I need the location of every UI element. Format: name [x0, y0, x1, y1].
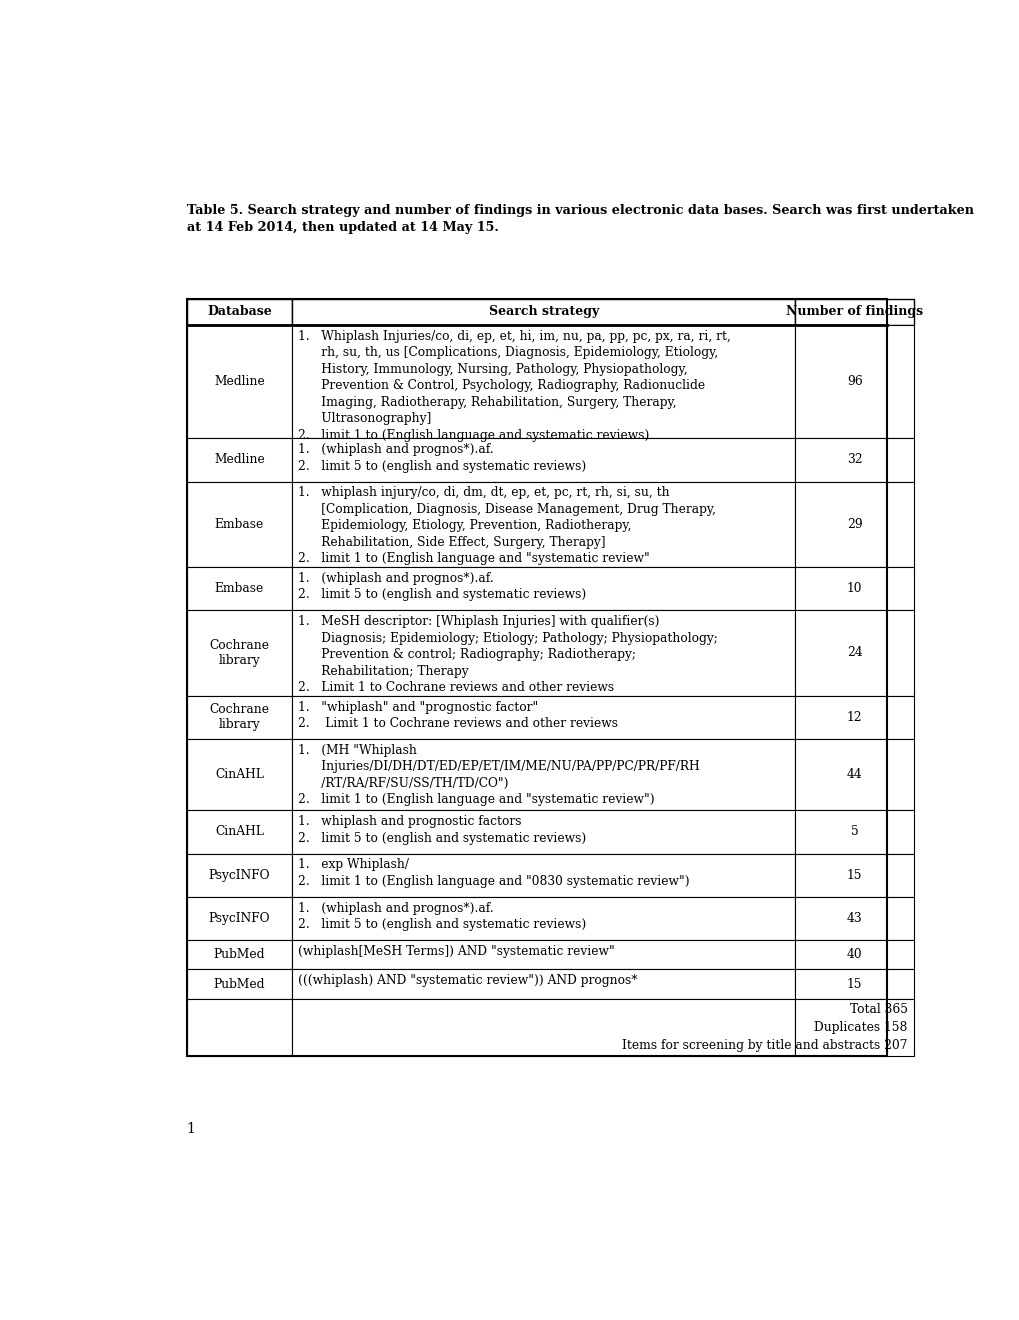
Text: 1.   MeSH descriptor: [Whiplash Injuries] with qualifier(s)
      Diagnosis; Epi: 1. MeSH descriptor: [Whiplash Injuries] …	[298, 615, 717, 694]
Bar	[186, 940, 291, 969]
Bar	[795, 999, 913, 1056]
Text: Table 5. Search strategy and number of findings in various electronic data bases: Table 5. Search strategy and number of f…	[186, 205, 973, 216]
Bar	[186, 298, 291, 325]
Bar	[795, 969, 913, 999]
Bar	[795, 568, 913, 610]
Bar	[186, 810, 291, 854]
Bar	[186, 739, 291, 810]
Bar	[795, 696, 913, 739]
Bar	[795, 854, 913, 896]
Bar	[186, 482, 291, 568]
Bar	[186, 568, 291, 610]
Text: 10: 10	[846, 582, 862, 595]
Bar	[291, 739, 795, 810]
Text: 40: 40	[846, 948, 862, 961]
Text: CinAHL: CinAHL	[215, 825, 264, 838]
Bar	[795, 325, 913, 438]
Bar	[186, 298, 887, 1056]
Text: (((whiplash) AND "systematic review")) AND prognos*: (((whiplash) AND "systematic review")) A…	[298, 974, 637, 987]
Text: 96: 96	[846, 375, 862, 388]
Text: 1: 1	[186, 1122, 196, 1137]
Text: 29: 29	[846, 517, 862, 531]
Text: Medline: Medline	[214, 375, 265, 388]
Bar	[291, 810, 795, 854]
Text: 15: 15	[846, 869, 862, 882]
Bar	[291, 696, 795, 739]
Text: 24: 24	[846, 647, 862, 660]
Text: Cochrane
library: Cochrane library	[209, 639, 269, 667]
Text: 1.   (whiplash and prognos*).af.
2.   limit 5 to (english and systematic reviews: 1. (whiplash and prognos*).af. 2. limit …	[298, 572, 586, 602]
Text: Embase: Embase	[215, 582, 264, 595]
Bar	[186, 999, 291, 1056]
Text: PsycINFO: PsycINFO	[209, 869, 270, 882]
Text: Number of findings: Number of findings	[786, 305, 922, 318]
Bar	[186, 325, 291, 438]
Bar	[291, 896, 795, 940]
Text: Cochrane
library: Cochrane library	[209, 704, 269, 731]
Bar	[291, 568, 795, 610]
Text: (whiplash[MeSH Terms]) AND "systematic review": (whiplash[MeSH Terms]) AND "systematic r…	[298, 945, 614, 958]
Text: 12: 12	[846, 710, 862, 723]
Bar	[795, 298, 913, 325]
Bar	[291, 969, 795, 999]
Text: 5: 5	[850, 825, 858, 838]
Bar	[795, 438, 913, 482]
Bar	[291, 854, 795, 896]
Text: Search strategy: Search strategy	[488, 305, 598, 318]
Bar	[291, 325, 795, 438]
Bar	[186, 610, 291, 696]
Text: at 14 Feb 2014, then updated at 14 May 15.: at 14 Feb 2014, then updated at 14 May 1…	[186, 222, 498, 235]
Bar	[291, 438, 795, 482]
Text: Total 365
Duplicates 158
Items for screening by title and abstracts 207: Total 365 Duplicates 158 Items for scree…	[622, 1003, 907, 1052]
Text: 1.   Whiplash Injuries/co, di, ep, et, hi, im, nu, pa, pp, pc, px, ra, ri, rt,
 : 1. Whiplash Injuries/co, di, ep, et, hi,…	[298, 330, 731, 442]
Text: 1.   "whiplash" and "prognostic factor"
2.    Limit 1 to Cochrane reviews and ot: 1. "whiplash" and "prognostic factor" 2.…	[298, 701, 618, 730]
Text: PubMed: PubMed	[213, 948, 265, 961]
Text: 1.   (MH "Whiplash
      Injuries/DI/DH/DT/ED/EP/ET/IM/ME/NU/PA/PP/PC/PR/PF/RH
 : 1. (MH "Whiplash Injuries/DI/DH/DT/ED/EP…	[298, 744, 699, 807]
Bar	[795, 739, 913, 810]
Bar	[291, 298, 795, 325]
Bar	[186, 854, 291, 896]
Text: 44: 44	[846, 768, 862, 781]
Text: CinAHL: CinAHL	[215, 768, 264, 781]
Bar	[291, 482, 795, 568]
Bar	[795, 896, 913, 940]
Text: 1.   whiplash injury/co, di, dm, dt, ep, et, pc, rt, rh, si, su, th
      [Compl: 1. whiplash injury/co, di, dm, dt, ep, e…	[298, 487, 715, 565]
Text: 1.   (whiplash and prognos*).af.
2.   limit 5 to (english and systematic reviews: 1. (whiplash and prognos*).af. 2. limit …	[298, 444, 586, 473]
Text: 43: 43	[846, 912, 862, 925]
Text: 1.   (whiplash and prognos*).af.
2.   limit 5 to (english and systematic reviews: 1. (whiplash and prognos*).af. 2. limit …	[298, 902, 586, 932]
Bar	[291, 940, 795, 969]
Text: 32: 32	[846, 454, 862, 466]
Text: PubMed: PubMed	[213, 978, 265, 990]
Text: Embase: Embase	[215, 517, 264, 531]
Text: 1.   exp Whiplash/
2.   limit 1 to (English language and "0830 systematic review: 1. exp Whiplash/ 2. limit 1 to (English …	[298, 858, 689, 888]
Text: 1.   whiplash and prognostic factors
2.   limit 5 to (english and systematic rev: 1. whiplash and prognostic factors 2. li…	[298, 816, 586, 845]
Bar	[186, 696, 291, 739]
Text: Medline: Medline	[214, 454, 265, 466]
Bar	[795, 482, 913, 568]
Bar	[186, 438, 291, 482]
Text: Database: Database	[207, 305, 271, 318]
Bar	[291, 610, 795, 696]
Bar	[795, 940, 913, 969]
Bar	[186, 969, 291, 999]
Bar	[795, 810, 913, 854]
Bar	[795, 610, 913, 696]
Text: PsycINFO: PsycINFO	[209, 912, 270, 925]
Text: 15: 15	[846, 978, 862, 990]
Bar	[291, 999, 795, 1056]
Bar	[186, 896, 291, 940]
